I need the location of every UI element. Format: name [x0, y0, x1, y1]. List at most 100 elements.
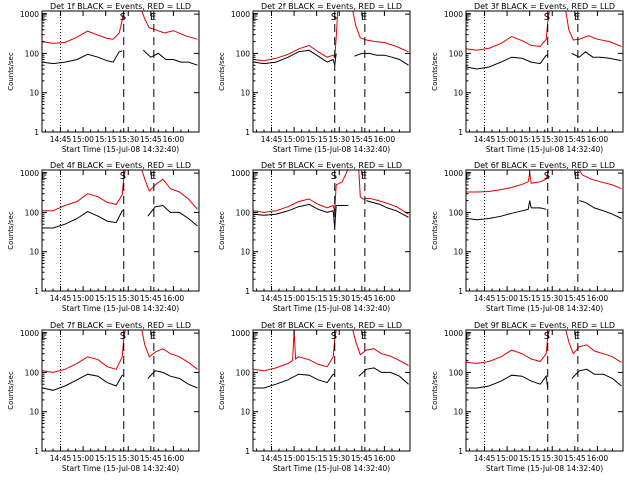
y-tick-label: 1	[34, 447, 39, 456]
x-tick-label: 15:15	[95, 135, 117, 144]
y-tick-label: 100	[449, 208, 464, 217]
y-tick-label: 1000	[231, 169, 250, 178]
y-tick-label: 100	[25, 49, 40, 58]
lld-series-line	[253, 170, 409, 215]
x-tick-label: 15:15	[306, 454, 328, 463]
chart-title: Det 5f BLACK = Events, RED = LLD	[261, 161, 402, 170]
x-tick-label: 15:00	[72, 135, 94, 144]
series-group	[42, 330, 198, 391]
x-tick-label: 14:45	[474, 454, 496, 463]
chart-panel: Det 3f BLACK = Events, RED = LLDSEE14:45…	[431, 2, 624, 154]
x-tick-label: 15:45	[351, 454, 373, 463]
x-tick-label: 16:00	[163, 294, 185, 303]
chart-panel: Det 5f BLACK = Events, RED = LLDSEE14:45…	[218, 161, 411, 313]
y-axis-label: Counts/sec	[431, 371, 439, 410]
events-series-line	[466, 51, 622, 70]
end-marker-label: E	[361, 331, 367, 342]
x-tick-label: 15:30	[117, 135, 139, 144]
x-tick-label: 15:00	[72, 294, 94, 303]
x-tick-label: 16:00	[374, 454, 396, 463]
x-axis-label: Start Time (15-Jul-08 14:32:40)	[273, 464, 390, 473]
x-tick-label: 15:00	[283, 294, 305, 303]
start-marker-label: S	[120, 12, 126, 23]
x-tick-label: 16:00	[587, 135, 609, 144]
y-tick-label: 100	[236, 208, 251, 217]
y-tick-label: 1000	[231, 329, 250, 338]
x-tick-label: 15:00	[283, 135, 305, 144]
y-tick-label: 10	[453, 248, 463, 257]
events-series-line	[42, 204, 198, 229]
x-axis-label: Start Time (15-Jul-08 14:32:40)	[62, 464, 179, 473]
x-tick-label: 14:45	[261, 135, 283, 144]
x-tick-label: 15:00	[283, 454, 305, 463]
x-axis-label: Start Time (15-Jul-08 14:32:40)	[486, 304, 603, 313]
x-tick-label: 15:45	[140, 454, 162, 463]
x-tick-label: 16:00	[587, 454, 609, 463]
chart-title: Det 1f BLACK = Events, RED = LLD	[50, 2, 191, 11]
y-tick-label: 1000	[20, 329, 39, 338]
y-tick-label: 1	[34, 287, 39, 296]
x-tick-label: 15:45	[564, 135, 586, 144]
axes-frame	[252, 169, 411, 292]
x-tick-label: 15:30	[541, 135, 563, 144]
chart-title: Det 4f BLACK = Events, RED = LLD	[50, 161, 191, 170]
start-marker-label: S	[544, 12, 550, 23]
axes-frame	[465, 10, 624, 133]
y-tick-label: 100	[236, 368, 251, 377]
end-marker-label: E	[574, 331, 580, 342]
axes-frame	[465, 169, 624, 292]
chart-title: Det 6f BLACK = Events, RED = LLD	[474, 161, 615, 170]
x-tick-label: 14:45	[50, 454, 72, 463]
chart-title: Det 2f BLACK = Events, RED = LLD	[261, 2, 402, 11]
events-series-line	[466, 368, 622, 389]
x-tick-label: 15:15	[306, 294, 328, 303]
y-axis-label: Counts/sec	[218, 52, 226, 91]
events-series-line	[253, 200, 409, 229]
events-series-line	[253, 367, 409, 389]
lld-series-line	[253, 330, 409, 372]
start-marker-label: S	[120, 171, 126, 182]
y-axis-label: Counts/sec	[218, 211, 226, 250]
chart-panel: Det 8f BLACK = Events, RED = LLDSEE14:45…	[218, 321, 411, 473]
x-axis-label: Start Time (15-Jul-08 14:32:40)	[62, 304, 179, 313]
x-tick-label: 15:30	[117, 294, 139, 303]
end-marker-label: E	[150, 12, 156, 23]
x-tick-label: 15:30	[328, 454, 350, 463]
y-tick-label: 100	[25, 208, 40, 217]
y-axis-label: Counts/sec	[431, 211, 439, 250]
x-tick-label: 14:45	[50, 135, 72, 144]
y-axis-label: Counts/sec	[7, 371, 15, 410]
chart-title: Det 8f BLACK = Events, RED = LLD	[261, 321, 402, 330]
y-axis-label: Counts/sec	[218, 371, 226, 410]
chart-panel: Det 2f BLACK = Events, RED = LLDSEE14:45…	[218, 2, 411, 154]
x-tick-label: 14:45	[261, 294, 283, 303]
x-axis-label: Start Time (15-Jul-08 14:32:40)	[273, 304, 390, 313]
series-group	[42, 170, 198, 229]
series-group	[466, 330, 622, 389]
chart-title: Det 7f BLACK = Events, RED = LLD	[50, 321, 191, 330]
events-series-line	[42, 49, 198, 66]
chart-panel: Det 1f BLACK = Events, RED = LLDSEE14:45…	[7, 2, 200, 154]
x-tick-label: 15:00	[496, 135, 518, 144]
x-tick-label: 15:15	[519, 454, 541, 463]
x-tick-label: 16:00	[374, 135, 396, 144]
y-tick-label: 1	[245, 287, 250, 296]
y-tick-label: 1	[245, 128, 250, 137]
y-tick-label: 1000	[20, 169, 39, 178]
x-tick-label: 15:15	[519, 135, 541, 144]
x-tick-label: 15:15	[519, 294, 541, 303]
axes-frame	[41, 169, 200, 292]
start-marker-label: S	[331, 12, 337, 23]
x-tick-label: 15:45	[564, 454, 586, 463]
x-tick-label: 15:45	[564, 294, 586, 303]
lld-series-line	[42, 11, 198, 44]
lld-series-line	[42, 330, 198, 373]
start-marker-label: S	[544, 331, 550, 342]
end-marker-label: E	[574, 12, 580, 23]
y-tick-label: 100	[25, 368, 40, 377]
series-group	[253, 170, 409, 229]
x-tick-label: 15:45	[351, 135, 373, 144]
chart-panel: Det 6f BLACK = Events, RED = LLDSEE14:45…	[431, 161, 624, 313]
y-tick-label: 1	[458, 128, 463, 137]
